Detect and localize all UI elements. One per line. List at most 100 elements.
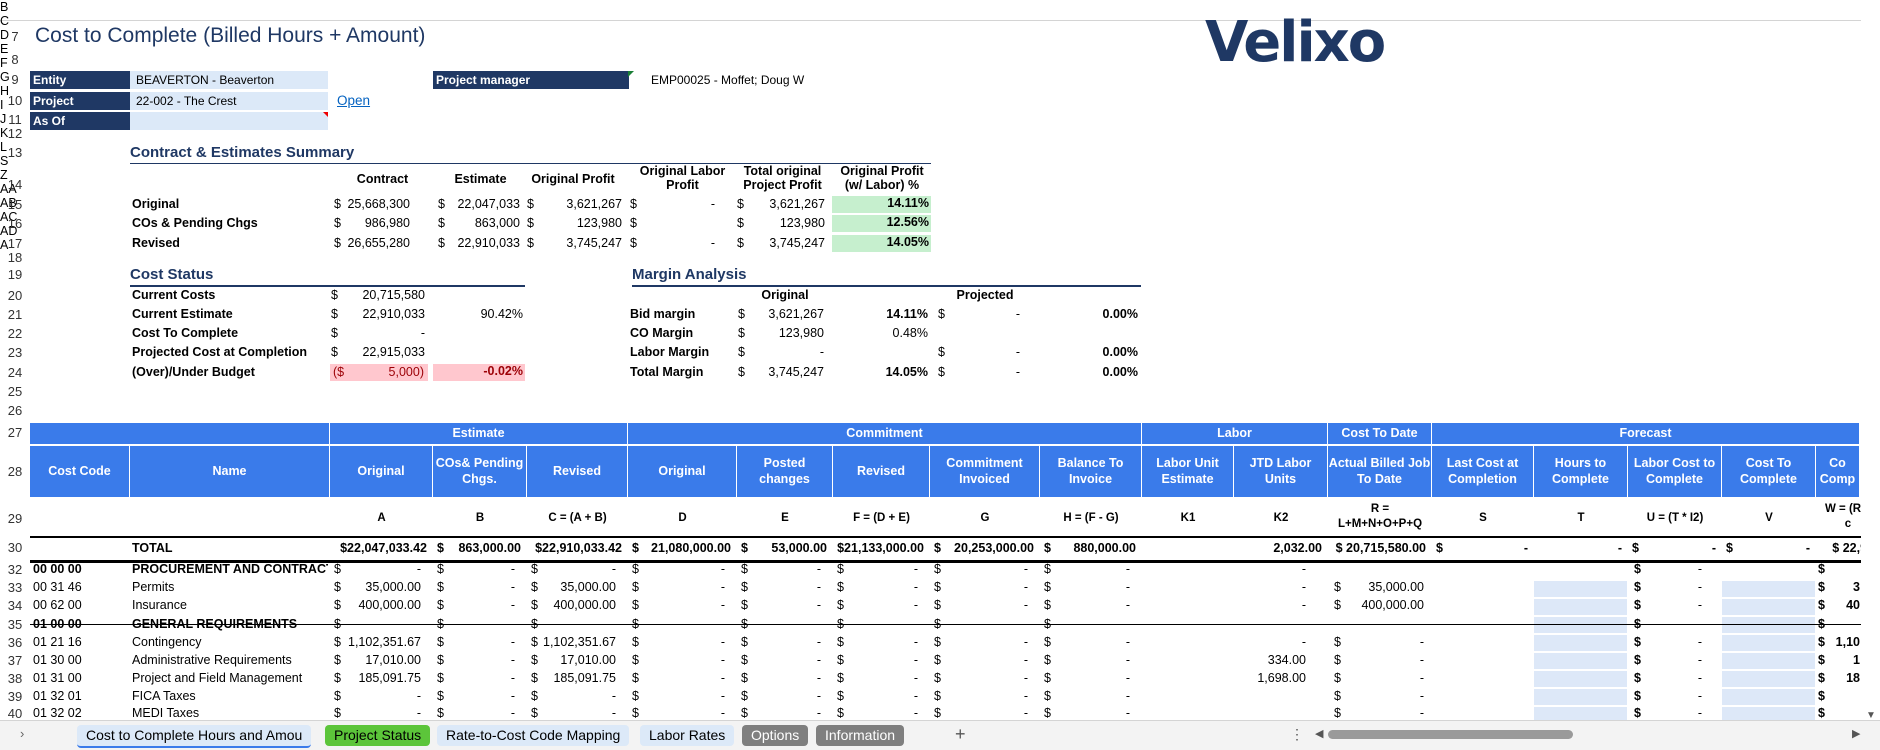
row-header[interactable]: 33 bbox=[7, 580, 23, 595]
scroll-right-icon[interactable]: ▶ bbox=[1852, 728, 1861, 740]
total-cell[interactable]: $ 20,715,580.00 bbox=[1335, 541, 1426, 555]
column-header[interactable]: I bbox=[0, 98, 4, 112]
cost-input-cell[interactable] bbox=[1722, 599, 1815, 615]
sheet-tab[interactable]: Cost to Complete Hours and Amou bbox=[77, 725, 312, 748]
cost-code[interactable]: 01 30 00 bbox=[33, 653, 82, 667]
cost-input-cell[interactable] bbox=[1722, 581, 1815, 597]
line-cell[interactable]: - bbox=[816, 653, 821, 667]
cost-status-pct[interactable]: 90.42% bbox=[480, 307, 523, 321]
cost-input-cell[interactable] bbox=[1722, 635, 1815, 651]
cost-code[interactable]: 01 32 01 bbox=[33, 689, 82, 703]
cost-code[interactable]: 01 31 00 bbox=[33, 671, 82, 685]
line-cell[interactable]: - bbox=[1023, 580, 1028, 594]
line-cell[interactable]: - bbox=[720, 653, 725, 667]
line-actual-billed[interactable]: - bbox=[1419, 671, 1424, 685]
line-cell[interactable]: - bbox=[1023, 635, 1028, 649]
line-cell[interactable]: - bbox=[611, 562, 616, 576]
line-actual-billed[interactable]: - bbox=[1419, 706, 1424, 720]
column-header[interactable]: L bbox=[0, 140, 7, 154]
cost-status-value[interactable]: - bbox=[420, 326, 425, 340]
column-header-cell[interactable]: Original bbox=[628, 446, 736, 497]
cost-input-cell[interactable] bbox=[1722, 671, 1815, 687]
margin-projected-value[interactable]: - bbox=[1015, 365, 1020, 379]
summary-cell[interactable]: - bbox=[710, 197, 715, 211]
line-cost-at-completion[interactable]: 1,10 bbox=[1835, 635, 1860, 649]
line-cell[interactable]: - bbox=[510, 689, 515, 703]
line-cell[interactable]: - bbox=[1125, 562, 1130, 576]
total-cell[interactable]: - bbox=[1523, 541, 1528, 555]
line-cost-at-completion[interactable]: 3 bbox=[1853, 580, 1860, 594]
margin-projected-pct[interactable]: 0.00% bbox=[1102, 307, 1138, 321]
column-header[interactable]: K bbox=[0, 126, 9, 140]
margin-original-pct[interactable]: 14.11% bbox=[886, 307, 928, 321]
line-cost-at-completion[interactable]: 18 bbox=[1846, 671, 1860, 685]
margin-original-value[interactable]: 3,745,247 bbox=[768, 365, 824, 379]
summary-cell[interactable]: 26,655,280 bbox=[347, 236, 410, 250]
line-labor-ctc[interactable]: - bbox=[1697, 706, 1702, 720]
row-header[interactable]: 14 bbox=[7, 177, 23, 192]
cost-input-cell[interactable] bbox=[1722, 689, 1815, 705]
sheet-tab[interactable]: Rate-to-Cost Code Mapping bbox=[437, 725, 630, 746]
hours-input-cell[interactable] bbox=[1534, 617, 1627, 633]
over-under-pct[interactable]: -0.02% bbox=[433, 364, 525, 381]
summary-cell[interactable]: 22,047,033 bbox=[457, 197, 520, 211]
column-header[interactable]: C bbox=[0, 14, 10, 28]
summary-cell[interactable]: 25,668,300 bbox=[347, 197, 410, 211]
line-cell[interactable]: - bbox=[1023, 689, 1028, 703]
sheet-tab[interactable]: Information bbox=[816, 725, 905, 746]
column-header[interactable]: H bbox=[0, 84, 10, 98]
column-header-cell[interactable]: Hours to Complete bbox=[1534, 446, 1627, 497]
column-header[interactable]: AA bbox=[0, 182, 17, 196]
project-manager-value[interactable]: EMP00025 - Moffet; Doug W bbox=[651, 73, 805, 87]
column-header[interactable]: F bbox=[0, 56, 8, 70]
line-cell[interactable]: 35,000.00 bbox=[365, 580, 421, 594]
column-header[interactable]: S bbox=[0, 154, 9, 168]
row-header[interactable]: 13 bbox=[7, 145, 23, 160]
hours-input-cell[interactable] bbox=[1534, 581, 1627, 597]
cost-status-value[interactable]: 20,715,580 bbox=[362, 288, 425, 302]
summary-pct-cell[interactable]: 14.05% bbox=[832, 235, 931, 252]
row-header[interactable]: 23 bbox=[7, 345, 23, 360]
line-cell[interactable]: - bbox=[913, 689, 918, 703]
total-cell[interactable]: 863,000.00 bbox=[458, 541, 521, 555]
column-header-cell[interactable]: Actual Billed Job To Date bbox=[1328, 446, 1431, 497]
line-cell[interactable]: - bbox=[1125, 671, 1130, 685]
line-labor-ctc[interactable]: - bbox=[1697, 598, 1702, 612]
total-cell[interactable]: $22,910,033.42 bbox=[535, 541, 622, 555]
summary-cell[interactable]: 123,980 bbox=[576, 216, 622, 230]
line-cell[interactable]: - bbox=[416, 706, 421, 720]
line-name[interactable]: Insurance bbox=[132, 598, 187, 612]
line-actual-billed[interactable]: - bbox=[1419, 635, 1424, 649]
line-labor-ctc[interactable]: - bbox=[1697, 580, 1702, 594]
line-cell[interactable]: - bbox=[1023, 562, 1028, 576]
summary-cell[interactable]: 986,980 bbox=[364, 216, 410, 230]
line-jtd-units[interactable]: - bbox=[1301, 635, 1306, 649]
cost-code[interactable]: 00 31 46 bbox=[33, 580, 82, 594]
more-options-icon[interactable]: ⋮ bbox=[1290, 726, 1304, 742]
scroll-left-icon[interactable]: ◀ bbox=[1315, 728, 1324, 740]
summary-cell[interactable]: 3,745,247 bbox=[566, 236, 622, 250]
line-cell[interactable]: - bbox=[816, 706, 821, 720]
line-cell[interactable]: - bbox=[913, 635, 918, 649]
line-cell[interactable]: - bbox=[1023, 671, 1028, 685]
sheet-tab[interactable]: Project Status bbox=[325, 725, 431, 746]
column-header-cell[interactable]: Last Cost at Completion bbox=[1432, 446, 1533, 497]
column-header[interactable]: AC bbox=[0, 210, 18, 224]
line-name[interactable]: Administrative Requirements bbox=[132, 653, 292, 667]
total-cell[interactable]: - bbox=[1617, 541, 1622, 555]
summary-cell[interactable]: 3,745,247 bbox=[769, 236, 825, 250]
summary-pct-cell[interactable]: 14.11% bbox=[832, 196, 931, 213]
total-cell[interactable]: 880,000.00 bbox=[1073, 541, 1136, 555]
row-header[interactable]: 39 bbox=[7, 689, 23, 704]
row-header[interactable]: 36 bbox=[7, 635, 23, 650]
line-actual-billed[interactable]: 400,000.00 bbox=[1361, 598, 1424, 612]
summary-cell[interactable]: - bbox=[710, 236, 715, 250]
margin-original-value[interactable]: 123,980 bbox=[778, 326, 824, 340]
scroll-down-icon[interactable]: ▼ bbox=[1866, 710, 1876, 721]
margin-original-value[interactable]: 3,621,267 bbox=[768, 307, 824, 321]
column-header-cell[interactable]: Labor Cost to Complete bbox=[1628, 446, 1721, 497]
line-cost-at-completion[interactable]: 1 bbox=[1853, 653, 1860, 667]
summary-cell[interactable]: 863,000 bbox=[474, 216, 520, 230]
row-header[interactable]: 8 bbox=[11, 52, 19, 67]
line-name[interactable]: Permits bbox=[132, 580, 175, 594]
